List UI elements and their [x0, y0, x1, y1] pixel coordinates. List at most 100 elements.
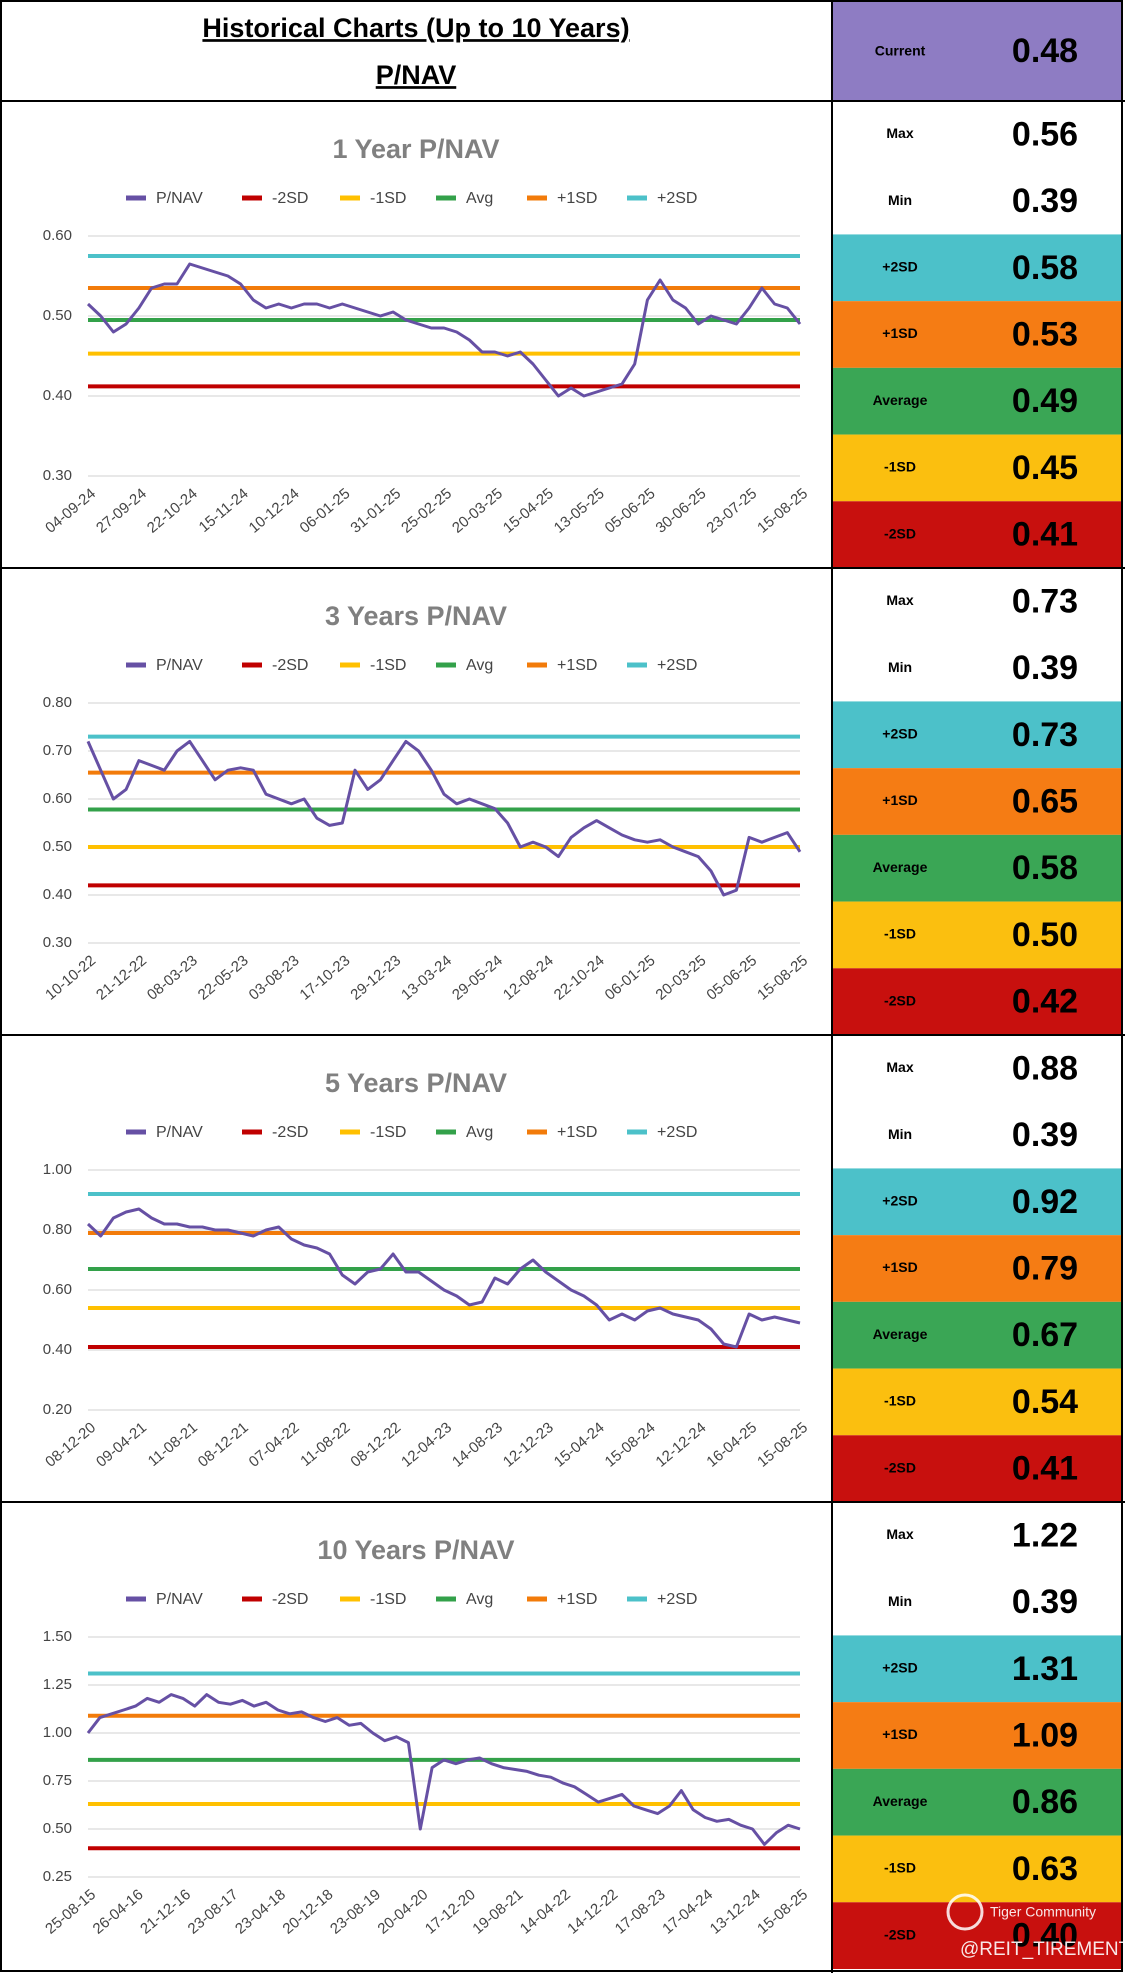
x-tick-label: 15-08-25	[754, 1419, 811, 1471]
legend-label: +1SD	[557, 1124, 597, 1141]
stat-label: -1SD	[884, 1860, 916, 1876]
stat-label: -2SD	[884, 1459, 916, 1475]
legend-label: +2SD	[657, 190, 697, 207]
x-tick-label: 13-12-24	[707, 1886, 764, 1938]
stat-value: 0.67	[1012, 1316, 1078, 1354]
watermark-icon	[946, 1893, 984, 1931]
stat-value: 0.49	[1012, 382, 1078, 420]
stat-label: Max	[886, 1059, 913, 1075]
stat-cell	[832, 301, 1122, 368]
series-line	[86, 262, 802, 398]
x-tick-label: 15-08-25	[754, 485, 811, 537]
stat-value: 0.92	[1012, 1183, 1078, 1221]
current-label: Current	[875, 43, 926, 59]
stat-label: -2SD	[884, 992, 916, 1008]
x-tick-label: 25-02-25	[398, 485, 455, 537]
y-tick-label: 0.20	[43, 1401, 72, 1418]
legend-label: -1SD	[370, 1591, 406, 1608]
stat-value: 0.39	[1012, 182, 1078, 220]
legend-label: Avg	[466, 1591, 493, 1608]
x-tick-label: 20-03-25	[449, 485, 506, 537]
x-tick-label: 13-05-25	[551, 485, 608, 537]
stat-label: Average	[873, 1793, 928, 1809]
stat-value: 1.09	[1012, 1716, 1078, 1754]
x-tick-label: 06-01-25	[296, 485, 353, 537]
stat-value: 0.73	[1012, 582, 1078, 620]
stat-cell	[832, 1035, 1122, 1102]
x-tick-label: 09-04-21	[93, 1419, 150, 1471]
legend-label: +1SD	[557, 657, 597, 674]
stat-cell	[832, 234, 1122, 302]
stat-cell	[832, 1368, 1122, 1436]
x-tick-label: 21-12-22	[93, 952, 150, 1004]
y-tick-label: 0.40	[43, 886, 72, 903]
x-tick-label: 22-05-23	[195, 952, 252, 1004]
stat-value: 0.45	[1012, 449, 1078, 487]
stat-cell	[832, 1902, 1122, 1969]
y-tick-label: 0.50	[43, 1820, 72, 1837]
legend-label: -2SD	[272, 190, 308, 207]
series-line	[86, 739, 802, 897]
stat-cell	[832, 701, 1122, 769]
x-tick-label: 15-08-24	[602, 1419, 659, 1471]
stat-cell	[832, 968, 1122, 1035]
series-line	[86, 1693, 801, 1846]
x-tick-label: 23-04-18	[232, 1886, 289, 1938]
stat-value: 0.56	[1012, 115, 1078, 153]
stat-label: +2SD	[882, 1659, 917, 1675]
legend-label: +1SD	[557, 1591, 597, 1608]
stat-label: +1SD	[882, 1726, 917, 1742]
y-tick-label: 0.60	[43, 227, 72, 244]
y-tick-label: 0.40	[43, 387, 72, 404]
legend-label: -2SD	[272, 1124, 308, 1141]
stat-value: 0.58	[1012, 849, 1078, 887]
legend-label: -2SD	[272, 1591, 308, 1608]
stat-value: 1.22	[1012, 1516, 1078, 1554]
y-tick-label: 0.40	[43, 1341, 72, 1358]
x-tick-label: 14-12-22	[564, 1886, 621, 1938]
stat-cell	[832, 1568, 1122, 1636]
stat-cell	[832, 1235, 1122, 1302]
stat-value: 0.88	[1012, 1049, 1078, 1087]
y-tick-label: 0.50	[43, 307, 72, 324]
stat-label: -2SD	[884, 1926, 916, 1942]
legend-label: -1SD	[370, 657, 406, 674]
stat-label: +1SD	[882, 792, 917, 808]
stat-value: 0.53	[1012, 315, 1078, 353]
stat-label: -2SD	[884, 525, 916, 541]
y-tick-label: 0.30	[43, 467, 72, 484]
current-cell	[832, 1, 1122, 101]
x-tick-label: 20-04-20	[374, 1886, 431, 1938]
stat-cell	[832, 1702, 1122, 1769]
legend-label: -2SD	[272, 657, 308, 674]
legend-label: Avg	[466, 1124, 493, 1141]
x-tick-label: 12-12-23	[500, 1419, 557, 1471]
y-tick-label: 0.75	[43, 1772, 72, 1789]
stat-value: 0.39	[1012, 1583, 1078, 1621]
x-tick-label: 17-12-20	[422, 1886, 479, 1938]
x-tick-label: 08-03-23	[144, 952, 201, 1004]
x-tick-label: 23-07-25	[703, 485, 760, 537]
stat-label: -1SD	[884, 926, 916, 942]
stat-value: 0.39	[1012, 1116, 1078, 1154]
series-line	[86, 1207, 801, 1349]
stat-label: Average	[873, 392, 928, 408]
stat-cell	[832, 501, 1122, 568]
stat-cell	[832, 1168, 1122, 1236]
x-tick-label: 17-10-23	[296, 952, 353, 1004]
y-tick-label: 1.00	[43, 1161, 72, 1178]
x-tick-label: 17-04-24	[659, 1886, 716, 1938]
x-tick-label: 20-12-18	[280, 1886, 337, 1938]
stat-label: Min	[888, 1593, 912, 1609]
stat-value: 0.63	[1012, 1850, 1078, 1888]
y-tick-label: 0.30	[43, 934, 72, 951]
stat-cell	[832, 1301, 1122, 1369]
x-tick-label: 12-08-24	[500, 952, 557, 1004]
stat-cell	[832, 167, 1122, 235]
x-tick-label: 03-08-23	[246, 952, 303, 1004]
legend-label: P/NAV	[156, 1124, 203, 1141]
stat-value: 1.31	[1012, 1650, 1078, 1688]
x-tick-label: 04-09-24	[42, 485, 99, 537]
x-tick-label: 22-10-24	[144, 485, 201, 537]
y-tick-label: 0.25	[43, 1868, 72, 1885]
